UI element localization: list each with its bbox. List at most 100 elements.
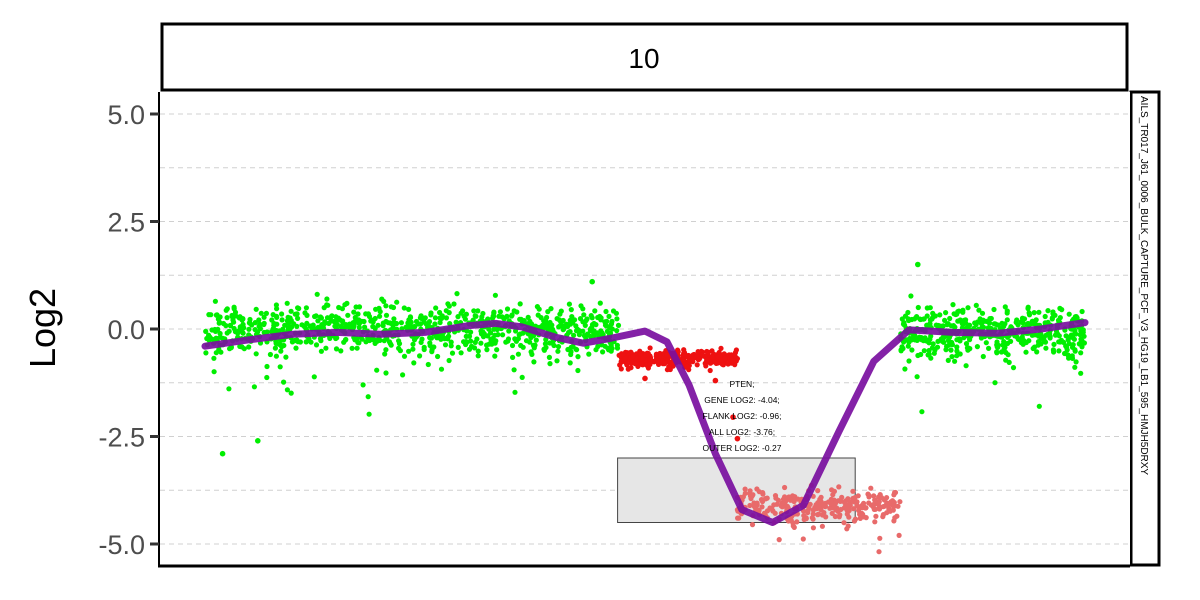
data-point (586, 351, 592, 357)
data-point (861, 500, 867, 506)
data-point (410, 341, 416, 347)
data-point (478, 340, 484, 346)
data-point (771, 502, 777, 508)
data-point (246, 326, 252, 332)
data-point (294, 323, 300, 329)
data-point (272, 345, 278, 351)
data-point (609, 326, 615, 332)
data-point (349, 345, 355, 351)
data-point (742, 486, 748, 492)
data-point (401, 353, 408, 359)
data-point (1002, 321, 1008, 327)
data-point (952, 358, 958, 364)
data-point (948, 323, 954, 329)
data-point (571, 332, 577, 338)
data-point (582, 322, 588, 328)
data-point (471, 308, 477, 314)
data-point (915, 304, 921, 311)
data-point (1008, 324, 1014, 330)
data-point (666, 364, 672, 370)
data-point (544, 314, 550, 321)
data-point (608, 342, 614, 348)
data-point (599, 331, 605, 337)
data-point (555, 348, 561, 354)
data-point (314, 291, 320, 297)
data-point (533, 337, 539, 343)
data-point (712, 359, 718, 365)
data-point (231, 319, 237, 325)
data-point (463, 333, 469, 339)
data-point (203, 350, 209, 356)
data-point (280, 326, 286, 332)
data-point (819, 523, 826, 529)
data-point (836, 514, 842, 520)
data-point (512, 389, 518, 395)
data-point (381, 298, 387, 304)
data-point (443, 315, 449, 321)
data-point (279, 317, 285, 323)
data-point (979, 310, 986, 316)
data-point (618, 358, 625, 364)
data-point (208, 312, 214, 318)
data-point (778, 503, 784, 509)
data-point (1023, 349, 1029, 355)
data-point (1002, 304, 1008, 310)
sample-label: AILS_TR017_J61_0006_BULK_CAPTURE_PCF_V3_… (1138, 96, 1149, 475)
data-point (949, 354, 955, 360)
data-point (253, 306, 259, 312)
data-point (361, 318, 367, 325)
data-point (917, 316, 923, 322)
data-point (383, 347, 389, 353)
data-point (442, 336, 448, 342)
data-point (823, 514, 829, 520)
data-point (284, 300, 290, 306)
data-point (994, 349, 1000, 355)
data-point (614, 328, 620, 334)
data-point (536, 306, 542, 312)
data-point (1045, 331, 1051, 337)
data-point (425, 361, 431, 368)
data-point (954, 344, 960, 350)
data-point (295, 305, 301, 311)
data-point (829, 487, 835, 493)
data-point (696, 356, 702, 362)
annotation-line: FLANK LOG2: -0.96; (703, 411, 782, 421)
data-point (876, 504, 882, 511)
data-point (963, 363, 969, 369)
data-point (521, 318, 527, 324)
data-point (445, 301, 451, 307)
data-point (988, 315, 994, 322)
data-point (217, 330, 223, 337)
data-point (976, 307, 982, 313)
data-point (387, 320, 393, 326)
data-point (961, 317, 967, 323)
data-point (396, 341, 403, 347)
data-point (960, 309, 966, 315)
data-point (494, 347, 500, 353)
data-point (754, 486, 760, 492)
data-point (261, 321, 267, 328)
data-point (531, 359, 537, 365)
data-point (206, 332, 212, 338)
data-point (274, 314, 280, 320)
data-point (406, 306, 412, 312)
data-point (282, 322, 288, 328)
data-point (239, 329, 246, 335)
data-point (854, 502, 860, 508)
data-point (374, 367, 380, 373)
data-point (516, 332, 522, 338)
data-point (333, 346, 340, 352)
panel-strip (160, 22, 1129, 92)
data-point (475, 353, 481, 359)
data-point (772, 493, 779, 499)
data-point (810, 525, 817, 531)
data-point (511, 367, 517, 373)
data-point (328, 314, 334, 321)
data-point (252, 327, 258, 333)
data-point (894, 513, 900, 519)
data-point (435, 353, 441, 360)
data-point (227, 323, 234, 329)
data-point (488, 336, 494, 342)
data-point (226, 386, 232, 392)
data-point (637, 351, 644, 357)
